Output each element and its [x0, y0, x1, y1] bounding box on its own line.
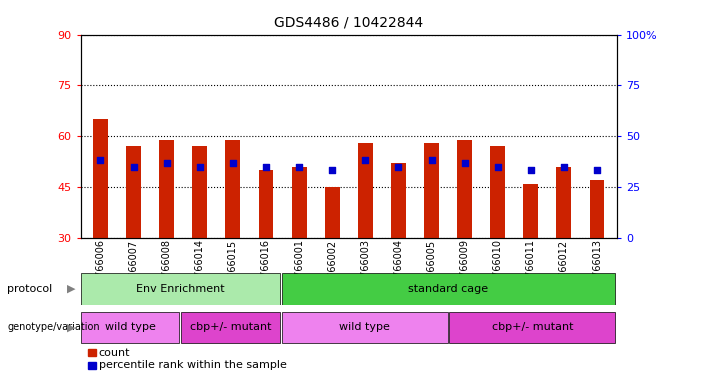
Text: ▶: ▶ [67, 322, 75, 333]
Bar [391, 164, 406, 238]
Text: GDS4486 / 10422844: GDS4486 / 10422844 [274, 15, 423, 29]
Bar [325, 187, 340, 238]
Text: cbp+/- mutant: cbp+/- mutant [491, 322, 573, 333]
Point [260, 164, 271, 170]
Text: cbp+/- mutant: cbp+/- mutant [190, 322, 271, 333]
Bar [282, 273, 615, 305]
Point [592, 167, 603, 173]
Point [525, 167, 536, 173]
Point [426, 157, 437, 163]
Bar [449, 312, 615, 343]
Text: standard cage: standard cage [409, 284, 489, 294]
Point [558, 164, 569, 170]
Text: wild type: wild type [104, 322, 156, 333]
Bar [282, 312, 448, 343]
Text: count: count [99, 348, 130, 358]
Point [393, 164, 404, 170]
Bar [93, 119, 108, 238]
Bar [81, 273, 280, 305]
Point [360, 157, 371, 163]
Bar [524, 184, 538, 238]
Text: protocol: protocol [7, 284, 53, 294]
Bar [590, 180, 604, 238]
Text: percentile rank within the sample: percentile rank within the sample [99, 360, 287, 370]
Point [194, 164, 205, 170]
Bar [557, 167, 571, 238]
Bar [192, 147, 207, 238]
Bar [126, 147, 141, 238]
Bar [490, 147, 505, 238]
Text: Env Enrichment: Env Enrichment [136, 284, 224, 294]
Point [459, 161, 470, 167]
Text: wild type: wild type [339, 322, 390, 333]
Text: ▶: ▶ [67, 284, 75, 294]
Point [227, 161, 238, 167]
Text: genotype/variation: genotype/variation [7, 322, 100, 333]
Point [161, 161, 172, 167]
Point [95, 157, 106, 163]
Bar [81, 312, 179, 343]
Bar [292, 167, 306, 238]
Bar [424, 143, 439, 238]
Bar [181, 312, 280, 343]
Bar [358, 143, 373, 238]
Point [327, 167, 338, 173]
Point [294, 164, 305, 170]
Bar [159, 140, 174, 238]
Point [128, 164, 139, 170]
Point [492, 164, 503, 170]
Bar [226, 140, 240, 238]
Bar [457, 140, 472, 238]
Bar [259, 170, 273, 238]
